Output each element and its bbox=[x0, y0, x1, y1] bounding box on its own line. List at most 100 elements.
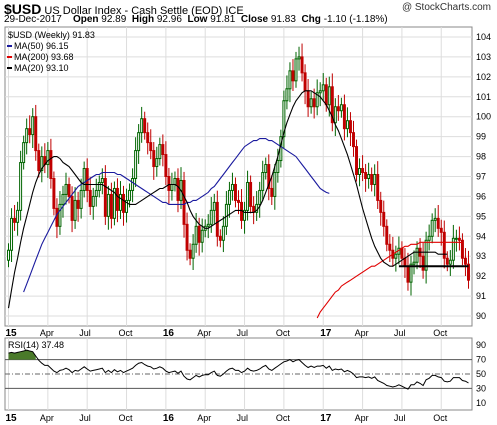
candle-body bbox=[58, 203, 62, 227]
candle-body bbox=[155, 158, 159, 168]
candle-body bbox=[131, 177, 135, 191]
candle-body bbox=[433, 217, 437, 221]
candle-body bbox=[176, 177, 180, 201]
rsi-x-tick: 15 bbox=[6, 413, 18, 424]
rsi-x-tick: 16 bbox=[163, 413, 175, 424]
rsi-x-tick: 17 bbox=[320, 413, 332, 424]
rsi-line bbox=[8, 349, 469, 390]
candle-body bbox=[385, 225, 389, 245]
price-x-tick: Oct bbox=[276, 328, 291, 338]
candle-body bbox=[215, 201, 219, 237]
candle-body bbox=[303, 72, 307, 92]
price-x-tick: 17 bbox=[320, 328, 332, 339]
candle-body bbox=[115, 187, 119, 211]
candle-body bbox=[312, 98, 316, 108]
low-label: Low bbox=[187, 14, 208, 25]
candle-body bbox=[88, 189, 92, 207]
candle-body bbox=[112, 187, 116, 219]
candle-body bbox=[212, 201, 216, 211]
candle-body bbox=[406, 265, 410, 283]
candle-body bbox=[348, 120, 352, 134]
candle-body bbox=[94, 189, 98, 197]
candle-body bbox=[158, 144, 162, 160]
candle-body bbox=[149, 142, 153, 152]
candle-body bbox=[318, 90, 322, 94]
candle-body bbox=[352, 132, 355, 148]
price-x-tick: Apr bbox=[355, 328, 369, 338]
candle-body bbox=[315, 92, 319, 108]
candle-body bbox=[97, 181, 101, 191]
candle-body bbox=[64, 183, 68, 195]
candle-body bbox=[134, 150, 138, 179]
candle-body bbox=[336, 106, 340, 112]
candle-body bbox=[439, 227, 443, 233]
candle-body bbox=[122, 193, 125, 213]
rsi-x-tick: Jul bbox=[237, 413, 249, 423]
candle-body bbox=[261, 172, 265, 191]
candle-body bbox=[276, 160, 280, 174]
candle-body bbox=[19, 162, 23, 211]
candle-body bbox=[91, 195, 95, 207]
candle-body bbox=[376, 174, 380, 201]
candle-body bbox=[267, 164, 271, 189]
price-x-tick: Jul bbox=[237, 328, 249, 338]
high-label: High bbox=[131, 14, 155, 25]
candle-body bbox=[264, 164, 268, 174]
candle-body bbox=[40, 156, 44, 172]
candle-body bbox=[100, 177, 104, 183]
legend-ma-0: MA(50) 96.15 bbox=[14, 41, 69, 51]
chart-title: $USD US Dollar Index - Cash Settle (EOD)… bbox=[4, 1, 244, 17]
candle-body bbox=[342, 104, 346, 130]
rsi-y-tick: 50 bbox=[476, 369, 486, 379]
candle-body bbox=[73, 199, 77, 221]
candle-body bbox=[140, 118, 144, 134]
open-value: 92.89 bbox=[101, 14, 127, 25]
price-y-tick: 93 bbox=[476, 251, 486, 261]
candle-body bbox=[230, 183, 234, 191]
candle-body bbox=[143, 118, 147, 134]
close-label: Close bbox=[240, 14, 269, 25]
price-y-tick: 96 bbox=[476, 191, 486, 201]
candle-body bbox=[16, 209, 20, 223]
candle-body bbox=[409, 263, 413, 283]
candle-body bbox=[191, 243, 195, 259]
price-y-tick: 95 bbox=[476, 211, 486, 221]
candle-body bbox=[309, 98, 313, 108]
candle-body bbox=[367, 174, 371, 179]
rsi-overbought-fill bbox=[8, 350, 36, 360]
candle-body bbox=[227, 189, 231, 205]
candle-body bbox=[170, 183, 174, 191]
candle-body bbox=[339, 104, 343, 112]
candle-body bbox=[467, 263, 470, 281]
candle-body bbox=[10, 217, 14, 251]
candle-body bbox=[243, 209, 247, 221]
candle-body bbox=[403, 257, 407, 267]
candle-body bbox=[128, 189, 132, 201]
candle-body bbox=[7, 249, 10, 261]
candle-body bbox=[34, 116, 38, 152]
candle-body bbox=[454, 237, 458, 240]
price-x-tick: Apr bbox=[40, 328, 54, 338]
candle-body bbox=[415, 247, 419, 263]
candle-body bbox=[70, 195, 74, 221]
symbol: $USD bbox=[4, 1, 42, 17]
candle-body bbox=[373, 174, 377, 185]
candle-body bbox=[221, 225, 225, 241]
candle-body bbox=[306, 90, 310, 108]
candle-body bbox=[37, 150, 41, 172]
candle-body bbox=[364, 172, 368, 179]
candle-body bbox=[55, 207, 59, 227]
candle-body bbox=[173, 177, 177, 185]
candle-body bbox=[194, 225, 198, 245]
legend-ma-2: MA(20) 93.10 bbox=[14, 63, 69, 73]
candle-body bbox=[28, 128, 32, 136]
rsi-x-tick: Jul bbox=[79, 413, 91, 423]
candle-body bbox=[22, 142, 26, 164]
candle-body bbox=[49, 150, 53, 179]
candle-body bbox=[394, 253, 398, 259]
candle-body bbox=[249, 181, 253, 207]
ma20-line bbox=[7, 90, 448, 309]
price-summary: 29-Dec-2017 Open 92.89 High 92.96 Low 91… bbox=[4, 14, 388, 25]
price-y-tick: 99 bbox=[476, 132, 486, 142]
